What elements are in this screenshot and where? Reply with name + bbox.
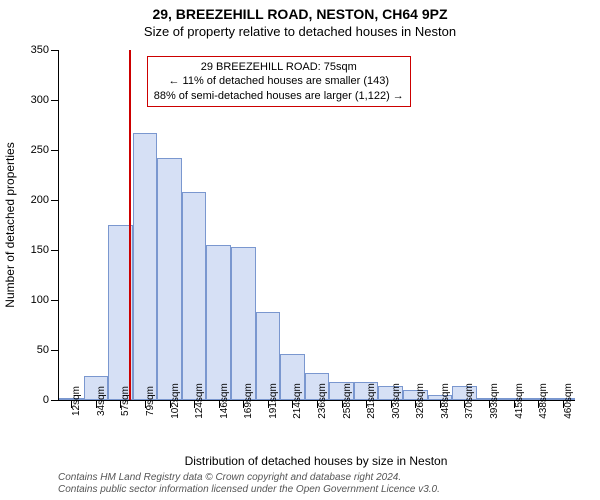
- x-axis-label: Distribution of detached houses by size …: [185, 454, 448, 468]
- histogram-bar: [133, 133, 158, 400]
- y-tick-label: 150: [21, 244, 49, 256]
- x-tick-label: 79sqm: [145, 386, 156, 416]
- y-tick: [51, 200, 59, 201]
- footer-line-2: Contains public sector information licen…: [58, 484, 440, 496]
- y-tick: [51, 250, 59, 251]
- histogram-bar: [157, 158, 182, 400]
- y-tick: [51, 150, 59, 151]
- y-tick: [51, 50, 59, 51]
- histogram-bar: [206, 245, 231, 400]
- x-tick-label: 348sqm: [440, 383, 451, 419]
- x-tick-label: 169sqm: [243, 383, 254, 419]
- y-tick-label: 350: [21, 44, 49, 56]
- x-tick-label: 326sqm: [415, 383, 426, 419]
- x-tick-label: 460sqm: [563, 383, 574, 419]
- x-tick-label: 124sqm: [194, 383, 205, 419]
- y-tick: [51, 400, 59, 401]
- x-tick-label: 415sqm: [514, 383, 525, 419]
- chart-subtitle: Size of property relative to detached ho…: [0, 22, 600, 39]
- x-tick-label: 393sqm: [489, 383, 500, 419]
- x-tick-label: 191sqm: [268, 383, 279, 419]
- y-tick-label: 50: [21, 344, 49, 356]
- property-marker-line: [129, 50, 131, 400]
- y-axis-label: Number of detached properties: [3, 142, 17, 307]
- y-tick: [51, 300, 59, 301]
- y-tick-label: 0: [21, 394, 49, 406]
- histogram-bar: [182, 192, 207, 400]
- x-tick-label: 214sqm: [292, 383, 303, 419]
- x-tick-label: 12sqm: [71, 386, 82, 416]
- x-tick-label: 236sqm: [317, 383, 328, 419]
- annotation-line: 88% of semi-detached houses are larger (…: [154, 89, 404, 103]
- x-tick-label: 34sqm: [96, 386, 107, 416]
- chart-title: 29, BREEZEHILL ROAD, NESTON, CH64 9PZ: [0, 0, 600, 22]
- y-tick-label: 100: [21, 294, 49, 306]
- histogram-bar: [231, 247, 256, 400]
- x-tick-label: 370sqm: [464, 383, 475, 419]
- plot-region: 05010015020025030035012sqm34sqm57sqm79sq…: [58, 50, 575, 401]
- annotation-box: 29 BREEZEHILL ROAD: 75sqm← 11% of detach…: [147, 56, 411, 107]
- annotation-line: 29 BREEZEHILL ROAD: 75sqm: [154, 60, 404, 74]
- x-tick-label: 438sqm: [538, 383, 549, 419]
- y-tick-label: 200: [21, 194, 49, 206]
- x-tick-label: 303sqm: [391, 383, 402, 419]
- y-tick: [51, 100, 59, 101]
- x-tick-label: 146sqm: [219, 383, 230, 419]
- x-tick-label: 102sqm: [170, 383, 181, 419]
- x-tick-label: 258sqm: [342, 383, 353, 419]
- y-tick-label: 250: [21, 144, 49, 156]
- chart-area: Number of detached properties Distributi…: [58, 50, 574, 400]
- y-tick-label: 300: [21, 94, 49, 106]
- footer-attribution: Contains HM Land Registry data © Crown c…: [58, 472, 440, 496]
- footer-line-1: Contains HM Land Registry data © Crown c…: [58, 472, 440, 484]
- annotation-line: ← 11% of detached houses are smaller (14…: [154, 74, 404, 88]
- y-tick: [51, 350, 59, 351]
- x-tick-label: 281sqm: [366, 383, 377, 419]
